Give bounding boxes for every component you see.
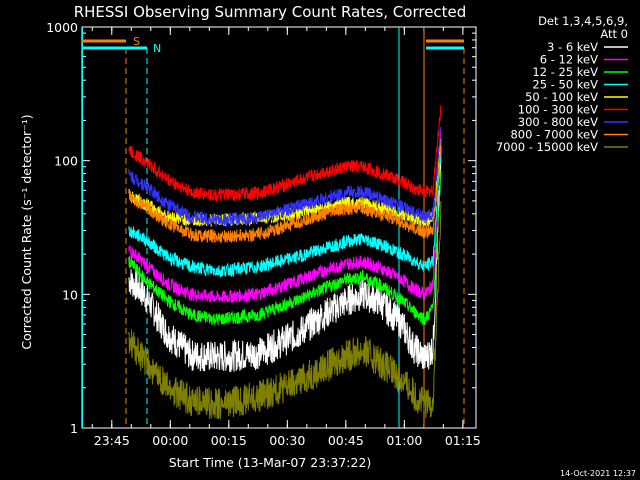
chart-title: RHESSI Observing Summary Count Rates, Co… bbox=[74, 3, 467, 21]
y-tick-label: 1 bbox=[70, 421, 78, 436]
legend-entry-label: 300 - 800 keV bbox=[518, 115, 598, 129]
x-tick-label: 01:00 bbox=[386, 433, 422, 448]
legend-entry-label: 50 - 100 keV bbox=[525, 90, 598, 104]
series-line-9 bbox=[128, 201, 442, 420]
y-axis-ticks: 1 10 100 1000 bbox=[46, 20, 476, 436]
x-tick-label: 00:00 bbox=[152, 433, 188, 448]
y-tick-label: 100 bbox=[54, 154, 78, 169]
legend-entry-label: 25 - 50 keV bbox=[532, 78, 598, 92]
x-tick-label: 00:45 bbox=[328, 433, 364, 448]
night-marker-label: N bbox=[153, 42, 161, 55]
series-line-8 bbox=[128, 139, 442, 244]
series-line-4 bbox=[128, 154, 442, 278]
x-axis-ticks: 23:45 00:00 00:15 00:30 00:45 01:00 01:15 bbox=[91, 27, 481, 448]
series-line-1 bbox=[128, 146, 442, 373]
y-tick-label: 1000 bbox=[46, 20, 78, 35]
legend-entry-label: 800 - 7000 keV bbox=[510, 128, 598, 142]
x-axis-label: Start Time (13-Mar-07 23:37:22) bbox=[169, 455, 372, 470]
timestamp: 14-Oct-2021 12:37 bbox=[560, 469, 636, 478]
series-line-3 bbox=[128, 169, 442, 326]
series-line-6 bbox=[128, 104, 442, 203]
series-line-2 bbox=[128, 130, 442, 304]
series-line-7 bbox=[128, 126, 442, 227]
x-tick-label: 00:30 bbox=[269, 433, 305, 448]
x-tick-label: 00:15 bbox=[211, 433, 247, 448]
legend-entry-label: 7000 - 15000 keV bbox=[496, 140, 598, 154]
legend-entry-label: 100 - 300 keV bbox=[518, 103, 598, 117]
y-tick-label: 10 bbox=[62, 287, 78, 302]
saa-marker-label: S bbox=[133, 35, 140, 48]
series-lines bbox=[128, 104, 442, 420]
x-tick-label: 23:45 bbox=[94, 433, 130, 448]
legend-entry-label: 12 - 25 keV bbox=[532, 65, 598, 79]
x-tick-label: 01:15 bbox=[445, 433, 481, 448]
legend-entry-label: 6 - 12 keV bbox=[540, 53, 598, 67]
y-axis-label: Corrected Count Rate (s⁻¹ detector⁻¹) bbox=[19, 114, 34, 349]
legend-entry-label: 3 - 6 keV bbox=[547, 40, 598, 54]
legend-header-line-2: Att 0 bbox=[600, 27, 628, 41]
legend-header-line-1: Det 1,3,4,5,6,9, bbox=[538, 14, 628, 28]
series-line-5 bbox=[128, 138, 442, 227]
